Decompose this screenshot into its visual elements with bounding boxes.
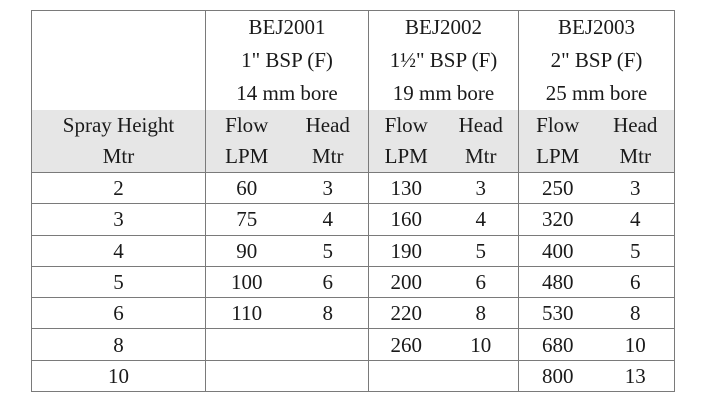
head-cell: 6 [443,265,519,298]
flow-cell: 320 [518,203,597,236]
flow-cell: 75 [205,203,288,236]
head-cell: 5 [443,234,519,267]
flow-cell: 130 [368,171,444,204]
flow-cell: 160 [368,203,444,236]
flow-cell: 60 [205,171,288,204]
flow-cell: 530 [518,297,597,329]
flow-header: Flow [368,110,444,141]
flow-cell: 260 [368,328,444,361]
model-connection: 2" BSP (F) [518,44,675,77]
model-bore: 25 mm bore [518,77,675,110]
spray-height-cell: 8 [31,328,206,361]
head-header: Head [443,110,519,141]
spray-height-cell: 4 [31,234,206,267]
flow-cell: 190 [368,234,444,267]
model-code: BEJ2002 [368,10,519,44]
empty-corner-cell [32,11,206,45]
model-connection: 1" BSP (F) [205,44,369,77]
table-row: 6 110 8 220 8 530 8 [31,297,675,329]
head-cell: 4 [596,203,675,236]
table-row: 10 800 13 [31,359,675,392]
head-cell: 10 [596,328,675,361]
head-cell: 8 [287,297,369,329]
spray-height-header: Spray Height [31,110,206,141]
flow-unit: LPM [368,141,444,173]
spray-height-cell: 6 [31,297,206,329]
flow-cell: 110 [205,297,288,329]
unit-header-row: Mtr LPM Mtr LPM Mtr LPM Mtr [31,141,675,173]
flow-cell: 800 [518,359,597,392]
head-unit: Mtr [596,141,675,173]
flow-cell: 220 [368,297,444,329]
head-cell: 3 [287,171,369,204]
head-cell: 5 [287,234,369,267]
flow-cell [368,359,444,392]
flow-unit: LPM [205,141,288,173]
flow-unit: LPM [518,141,597,173]
empty-corner-cell [32,44,206,77]
flow-header: Flow [518,110,597,141]
model-code-row: BEJ2001 BEJ2002 BEJ2003 [32,10,675,45]
head-cell [443,359,519,392]
flow-cell: 100 [205,265,288,298]
head-header: Head [287,110,369,141]
model-code: BEJ2003 [518,10,675,44]
flow-header: Flow [205,110,288,141]
spray-height-cell: 5 [31,265,206,298]
model-bore: 19 mm bore [368,77,519,110]
spray-performance-table: BEJ2001 BEJ2002 BEJ2003 1" BSP (F) 1½" B… [31,10,675,393]
table-row: 3 75 4 160 4 320 4 [31,203,675,236]
head-cell: 13 [596,359,675,392]
head-cell: 8 [443,297,519,329]
flow-cell: 200 [368,265,444,298]
head-cell: 10 [443,328,519,361]
head-cell: 8 [596,297,675,329]
table-row: 8 260 10 680 10 [31,328,675,361]
flow-cell: 90 [205,234,288,267]
head-cell: 4 [287,203,369,236]
table-row: 5 100 6 200 6 480 6 [31,265,675,298]
model-bore-row: 14 mm bore 19 mm bore 25 mm bore [32,77,675,110]
spray-height-cell: 2 [31,171,206,204]
head-cell: 5 [596,234,675,267]
head-unit: Mtr [443,141,519,173]
spray-height-cell: 3 [31,203,206,236]
flow-cell [205,328,288,361]
flow-cell: 250 [518,171,597,204]
head-header: Head [596,110,675,141]
head-cell [287,359,369,392]
spray-height-unit: Mtr [31,141,206,173]
head-cell: 6 [287,265,369,298]
head-unit: Mtr [287,141,369,173]
flow-cell: 480 [518,265,597,298]
head-cell: 3 [596,171,675,204]
model-code: BEJ2001 [205,10,369,44]
flow-cell: 680 [518,328,597,361]
spray-height-cell: 10 [31,359,206,392]
table-row: 2 60 3 130 3 250 3 [31,171,675,204]
head-cell: 6 [596,265,675,298]
model-bore: 14 mm bore [205,77,369,110]
empty-corner-cell [32,77,206,110]
column-header-row: Spray Height Flow Head Flow Head Flow He… [31,110,675,141]
model-connection-row: 1" BSP (F) 1½" BSP (F) 2" BSP (F) [32,44,675,77]
head-cell: 3 [443,171,519,204]
model-connection: 1½" BSP (F) [368,44,519,77]
head-cell [287,328,369,361]
flow-cell: 400 [518,234,597,267]
table-row: 4 90 5 190 5 400 5 [31,234,675,267]
head-cell: 4 [443,203,519,236]
flow-cell [205,359,288,392]
